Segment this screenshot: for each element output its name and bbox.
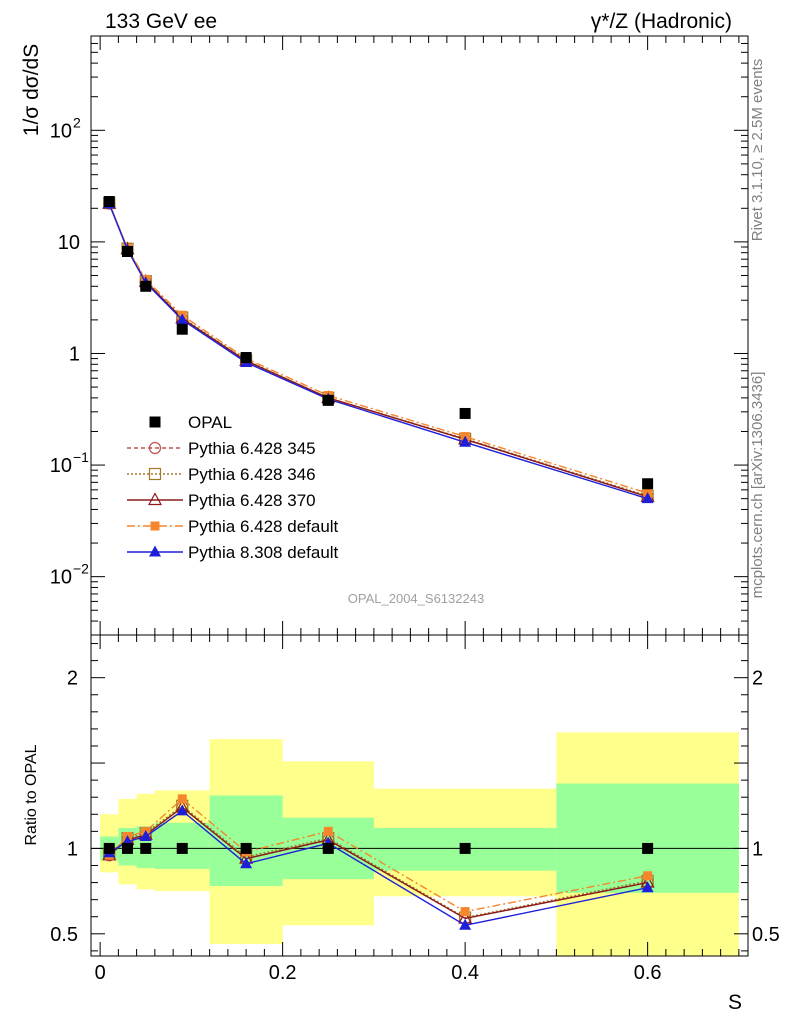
ratio-marker-4: [459, 918, 472, 930]
ratio-line-3: [108, 797, 648, 913]
x-axis-label: S: [728, 991, 742, 1014]
ratio-data-point: [642, 842, 654, 854]
ratio-y-tick-label-left: 2: [67, 668, 78, 690]
data-point: [240, 352, 252, 364]
y-tick-label: 10: [50, 120, 72, 142]
legend-label: Pythia 8.308 default: [188, 543, 339, 562]
ratio-marker-3: [460, 907, 470, 917]
legend-marker-data: [149, 416, 161, 428]
ratio-marker-3: [177, 794, 187, 804]
ratio-data-point: [459, 842, 471, 854]
x-tick-label: 0.2: [269, 962, 297, 984]
ratio-data-point: [176, 842, 188, 854]
ratio-y-tick-label-right: 1: [752, 838, 763, 860]
data-point: [459, 407, 471, 419]
legend-marker: [150, 521, 160, 531]
y-tick-label: 1: [69, 343, 80, 365]
y-tick-exponent: 2: [73, 114, 81, 130]
ratio-frame: [90, 634, 749, 957]
ratio-y-tick-label-right: 0.5: [752, 924, 780, 946]
ratio-data-point: [103, 842, 115, 854]
header-left: 133 GeV ee: [105, 10, 217, 33]
legend-label: Pythia 6.428 345: [188, 439, 316, 458]
ratio-panel: 0 0.2 0.4 0.6 0.5 0.5 1 1 2 2: [50, 634, 780, 984]
legend-label: Pythia 6.428 370: [188, 491, 316, 510]
ratio-marker-4: [240, 857, 253, 869]
ratio-y-tick-label-left: 0.5: [50, 924, 78, 946]
legend-label: OPAL: [188, 413, 232, 432]
data-point: [642, 478, 654, 490]
ratio-y-tick-label-right: 2: [752, 668, 763, 690]
ratio-line-1: [108, 804, 648, 919]
ratio-data-point: [322, 842, 334, 854]
data-point: [322, 394, 334, 406]
legend-marker: [147, 492, 163, 506]
y-tick-exponent: −1: [73, 449, 89, 465]
ratio-marker-4: [139, 829, 152, 841]
ratio-marker-4: [176, 804, 189, 816]
legend-marker: [149, 545, 161, 557]
legend-label: Pythia 6.428 default: [188, 517, 339, 536]
x-tick-label: 0.6: [634, 962, 662, 984]
y-tick-label: 10: [50, 567, 72, 589]
x-tick-label: 0.4: [451, 962, 479, 984]
ratio-marker-4: [641, 881, 654, 893]
ratio-marker-3: [643, 871, 653, 881]
series-marker-4: [641, 492, 654, 504]
ratio-data-point: [122, 842, 133, 854]
header-right: γ*/Z (Hadronic): [591, 10, 732, 33]
data-point: [176, 323, 188, 335]
watermark: OPAL_2004_S6132243: [348, 591, 484, 606]
series-marker-4: [459, 435, 472, 447]
x-tick-label: 0: [95, 962, 106, 984]
y-tick-label: 10: [50, 455, 72, 477]
legend-label: Pythia 6.428 346: [188, 465, 316, 484]
y-tick-label: 10: [58, 232, 80, 254]
legend-marker: [148, 467, 162, 481]
band-green-4: [209, 795, 283, 886]
ratio-marker-3: [323, 826, 333, 836]
main-ylabel: 1/σ dσ/dS: [20, 44, 43, 136]
ratio-data-point: [140, 842, 152, 854]
mcplots-label: mcplots.cern.ch [arXiv:1306.3436]: [749, 372, 766, 599]
legend: OPAL Pythia 6.428 345 Pythia 6.428 346 Pyth…: [127, 413, 339, 562]
data-point: [103, 196, 115, 208]
series-marker-4: [176, 313, 189, 325]
ratio-data-point: [240, 842, 252, 854]
data-point: [140, 280, 152, 292]
ratio-ylabel: Ratio to OPAL: [23, 744, 40, 845]
rivet-label: Rivet 3.1.10, ≥ 2.5M events: [749, 59, 766, 242]
legend-marker: [148, 441, 162, 455]
ratio-y-tick-label-left: 1: [67, 838, 78, 860]
data-point: [122, 246, 133, 258]
y-tick-exponent: −2: [73, 561, 89, 577]
